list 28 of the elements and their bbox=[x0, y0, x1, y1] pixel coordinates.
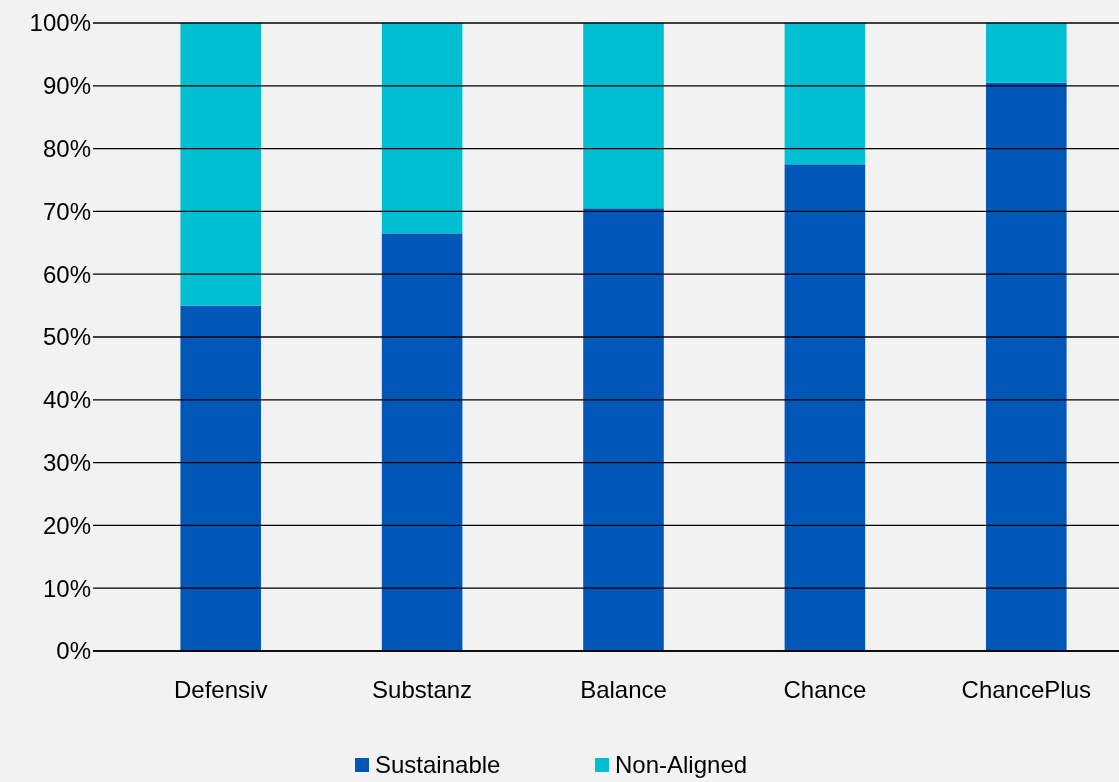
x-tick-label: Substanz bbox=[372, 676, 473, 703]
y-tick-label: 0% bbox=[56, 637, 91, 665]
x-tick-label: Defensiv bbox=[174, 676, 268, 703]
y-tick-label: 60% bbox=[42, 260, 91, 288]
y-tick-label: 80% bbox=[42, 135, 91, 162]
bar bbox=[784, 164, 866, 651]
bar bbox=[381, 233, 463, 651]
bar bbox=[986, 23, 1067, 83]
bar bbox=[180, 23, 261, 306]
legend-label: Non-Aligned bbox=[615, 751, 748, 779]
bar bbox=[583, 208, 664, 651]
x-tick-label: Balance bbox=[580, 676, 667, 703]
y-tick-label: 20% bbox=[42, 511, 91, 539]
y-tick-label: 90% bbox=[42, 72, 91, 100]
y-tick-label: 50% bbox=[42, 323, 91, 351]
y-tick-label: 30% bbox=[42, 449, 91, 476]
bar bbox=[986, 82, 1067, 651]
legend-label: Sustainable bbox=[375, 751, 501, 779]
y-tick-label: 10% bbox=[42, 574, 91, 602]
x-tick-label: Chance bbox=[783, 676, 867, 703]
bar bbox=[381, 23, 463, 234]
bar bbox=[583, 23, 664, 209]
y-tick-label: 100% bbox=[29, 9, 91, 37]
x-tick-label: ChancePlus bbox=[961, 676, 1092, 703]
y-tick-label: 40% bbox=[42, 386, 91, 414]
bar bbox=[180, 305, 261, 651]
y-tick-label: 70% bbox=[42, 197, 91, 225]
bar bbox=[784, 23, 866, 165]
